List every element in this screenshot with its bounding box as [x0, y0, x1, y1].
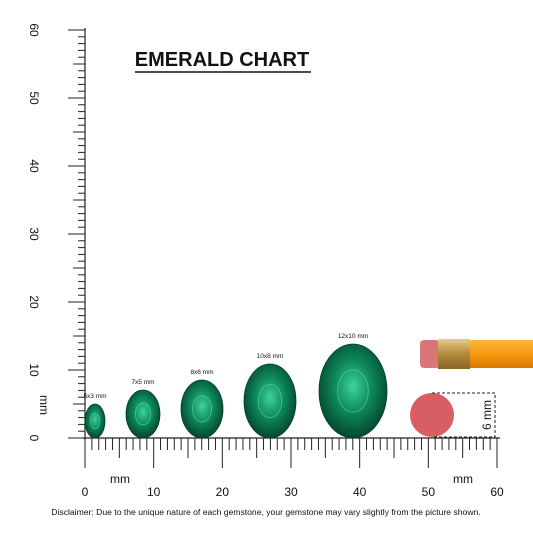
ruler-label: 50 [422, 485, 436, 499]
gem [125, 389, 161, 439]
unit-label: mm [37, 395, 51, 415]
gem-table [90, 412, 100, 430]
horizontal-ruler: 0 10 20 30 40 50 60 [82, 437, 504, 499]
ruler-label: 40 [27, 159, 41, 173]
gem-label: 10x8 mm [257, 353, 284, 360]
disclaimer: Disclaimer: Due to the unique nature of … [51, 507, 480, 517]
gem [318, 343, 388, 439]
title: EMERALD CHART [135, 49, 309, 71]
dimension-box [432, 392, 496, 438]
ruler-label: 0 [27, 435, 41, 442]
gem-label: 12x10 mm [338, 333, 368, 340]
ruler-label: 0 [82, 485, 89, 499]
gem [84, 403, 106, 439]
ruler-label: 60 [27, 23, 41, 37]
ruler-label: 20 [27, 295, 41, 309]
gem-label: 5x3 mm [83, 393, 106, 400]
pencil-body [470, 340, 533, 368]
eraser-disc [410, 393, 454, 437]
ruler-label: 20 [216, 485, 230, 499]
gem-table [134, 402, 152, 426]
ruler-label: 30 [284, 485, 298, 499]
vertical-ruler: 0 10 20 30 40 50 60 [27, 23, 86, 442]
gem-table [192, 395, 212, 423]
ruler-label: 60 [490, 485, 504, 499]
ruler-label: 30 [27, 227, 41, 241]
gem-table [337, 369, 369, 413]
ruler-label: 40 [353, 485, 367, 499]
ruler-label: 50 [27, 91, 41, 105]
pencil-ferrule [438, 339, 470, 369]
pencil-eraser [420, 340, 440, 368]
unit-label: mm [110, 472, 130, 486]
gem-label: 7x5 mm [131, 379, 154, 386]
gem [243, 363, 297, 439]
unit-label: mm [453, 472, 473, 486]
pencil [420, 339, 533, 369]
ruler-label: 10 [147, 485, 161, 499]
gems: 5x3 mm 7x5 mm 8x6 mm 10x8 mm 12x10 mm [83, 333, 388, 439]
gem [180, 379, 224, 439]
ruler-label: 10 [27, 363, 41, 377]
gem-label: 8x6 mm [190, 369, 213, 376]
gem-table [257, 383, 283, 419]
eraser-label: 6 mm [480, 400, 494, 430]
